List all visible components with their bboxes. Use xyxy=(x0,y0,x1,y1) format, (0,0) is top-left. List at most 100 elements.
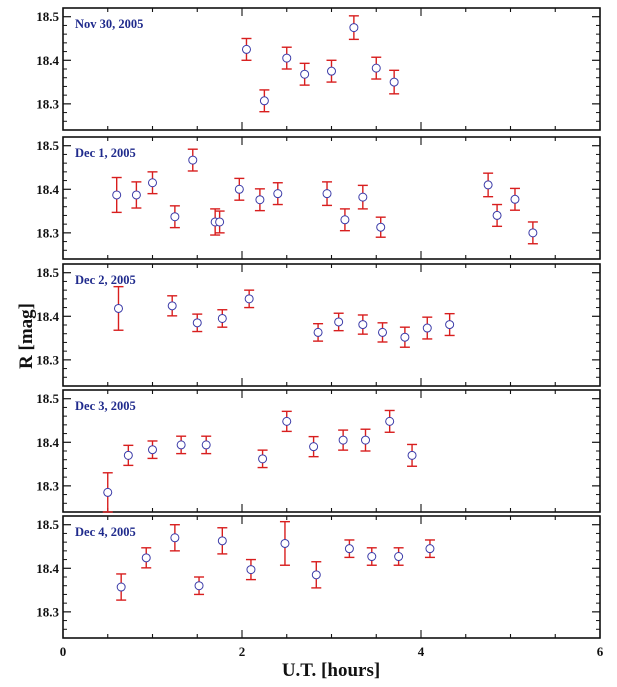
data-point xyxy=(113,285,124,331)
data-marker xyxy=(112,190,122,200)
panel-frame xyxy=(62,515,601,639)
data-marker xyxy=(422,323,432,333)
data-point xyxy=(147,440,158,460)
x-axis-label: U.T. [hours] xyxy=(282,660,380,681)
data-point xyxy=(281,410,292,433)
data-point xyxy=(389,69,400,95)
data-marker xyxy=(148,445,157,455)
data-point xyxy=(357,314,368,335)
data-point xyxy=(141,547,152,569)
data-marker xyxy=(113,303,123,313)
data-point xyxy=(281,46,292,70)
data-marker xyxy=(376,222,386,232)
data-point xyxy=(313,322,324,342)
panel-date-label: Dec 2, 2005 xyxy=(75,273,136,287)
data-marker xyxy=(194,581,204,591)
data-marker xyxy=(217,536,227,546)
panels-group: 18.3 18.4 18.5 Nov 30, 2005 18.3 18.4 18.5 Dec … xyxy=(36,7,604,659)
data-marker xyxy=(367,552,377,562)
data-point xyxy=(217,309,228,328)
data-marker xyxy=(176,440,186,450)
panel-frame xyxy=(62,136,601,260)
data-marker xyxy=(259,96,269,106)
data-point xyxy=(339,208,350,232)
data-marker xyxy=(425,544,435,554)
y-tick-label: 18.4 xyxy=(36,309,59,324)
data-point xyxy=(147,171,158,195)
data-point xyxy=(259,89,270,113)
data-point xyxy=(326,59,337,83)
panel-date-label: Dec 3, 2005 xyxy=(75,399,136,413)
data-marker xyxy=(167,301,177,311)
data-point xyxy=(102,472,113,513)
data-point xyxy=(366,547,377,566)
data-point xyxy=(344,539,355,559)
data-marker xyxy=(217,313,227,323)
data-marker xyxy=(378,327,388,337)
data-marker xyxy=(241,44,251,54)
y-tick-label: 18.5 xyxy=(36,265,59,280)
y-tick-label: 18.4 xyxy=(36,435,59,450)
data-point xyxy=(169,524,180,552)
data-marker xyxy=(445,320,455,330)
x-tick-label: 2 xyxy=(239,644,246,659)
data-point xyxy=(176,435,187,455)
panel-frame xyxy=(62,389,601,513)
panel-frame xyxy=(62,263,601,387)
data-point xyxy=(245,558,256,581)
data-point xyxy=(348,15,359,41)
y-tick-label: 18.3 xyxy=(36,352,59,367)
data-marker xyxy=(394,552,404,562)
data-point xyxy=(527,221,538,245)
data-marker xyxy=(280,538,290,548)
data-point xyxy=(384,409,395,433)
data-point xyxy=(422,316,433,340)
data-marker xyxy=(492,210,502,220)
x-tick-label: 4 xyxy=(418,644,425,659)
data-marker xyxy=(528,228,538,238)
y-tick-label: 18.4 xyxy=(36,182,59,197)
data-marker xyxy=(371,63,381,73)
panel-3: 18.3 18.4 18.5 Dec 2, 2005 xyxy=(36,263,601,387)
data-point xyxy=(444,312,455,337)
y-tick-label: 18.5 xyxy=(36,517,59,532)
x-tick-label: 6 xyxy=(597,644,604,659)
data-point xyxy=(116,573,127,601)
data-point xyxy=(192,313,203,333)
panel-date-label: Dec 1, 2005 xyxy=(75,146,136,160)
data-point xyxy=(167,295,178,317)
y-tick-label: 18.4 xyxy=(36,53,59,68)
data-marker xyxy=(349,23,359,33)
data-point xyxy=(241,37,252,61)
y-tick-label: 18.4 xyxy=(36,561,59,576)
data-marker xyxy=(385,416,395,426)
data-point xyxy=(279,520,290,566)
data-marker xyxy=(400,332,410,342)
data-marker xyxy=(246,565,256,575)
data-marker xyxy=(327,66,336,76)
panel-5: 18.3 18.4 18.5 Dec 4, 2005 xyxy=(36,515,601,639)
data-marker xyxy=(313,327,323,337)
data-point xyxy=(131,181,142,209)
data-marker xyxy=(201,440,211,450)
data-point xyxy=(492,203,503,228)
data-marker xyxy=(358,320,368,330)
data-marker xyxy=(311,570,321,580)
data-point xyxy=(217,527,228,555)
data-point xyxy=(187,148,198,172)
data-marker xyxy=(170,533,180,543)
data-point xyxy=(299,62,310,86)
data-marker xyxy=(389,77,399,87)
data-marker xyxy=(344,544,354,554)
data-marker xyxy=(407,450,417,460)
data-marker xyxy=(103,487,113,497)
data-marker xyxy=(309,442,319,452)
data-point xyxy=(272,182,283,206)
y-tick-label: 18.5 xyxy=(36,138,59,153)
data-point xyxy=(357,184,368,210)
data-point xyxy=(311,561,322,589)
x-tick-label: 0 xyxy=(60,644,67,659)
data-point xyxy=(244,289,255,309)
panel-2: 18.3 18.4 18.5 Dec 1, 2005 xyxy=(36,136,601,260)
